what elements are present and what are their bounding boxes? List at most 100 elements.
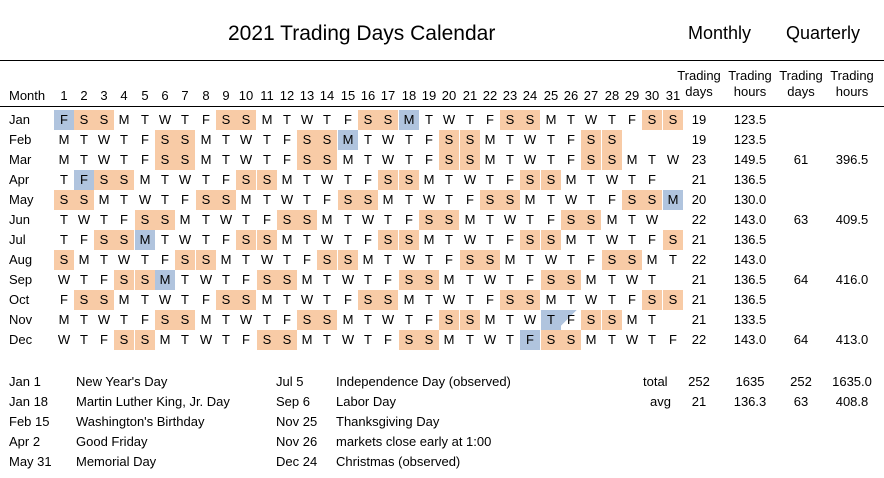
holiday-date: Nov 26 xyxy=(276,434,318,449)
weekend-cell: S xyxy=(602,130,622,150)
day-cell: T xyxy=(486,212,494,227)
weekend-cell: S xyxy=(155,150,175,170)
day-cell: M xyxy=(606,212,618,227)
day-cell: W xyxy=(300,292,314,307)
weekend-cell: S xyxy=(277,210,297,230)
weekend-cell: S xyxy=(642,110,662,130)
day-cell: T xyxy=(506,132,514,147)
day-cell: M xyxy=(362,252,374,267)
holiday-name: Memorial Day xyxy=(76,454,157,469)
day-cell: T xyxy=(486,172,494,187)
day-cell: F xyxy=(202,112,210,127)
monthly-trading-days: 23 xyxy=(691,152,707,167)
monthly-trading-days-header: Trading days xyxy=(677,68,721,99)
weekend-cell: S xyxy=(541,170,561,190)
total-quarterly-days: 252 xyxy=(790,374,812,389)
day-cell: F xyxy=(506,232,514,247)
day-cell: T xyxy=(181,292,189,307)
day-cell: T xyxy=(283,252,291,267)
quarterly-trading-hours xyxy=(826,230,878,250)
day-cell: F xyxy=(303,252,311,267)
weekend-cell: S xyxy=(419,270,439,290)
day-cell: T xyxy=(202,212,210,227)
day-cell: W xyxy=(77,212,91,227)
day-cell: F xyxy=(263,212,271,227)
weekend-cell: S xyxy=(317,250,337,270)
monthly-trading-days: 20 xyxy=(691,192,707,207)
monthly-section-title: Monthly xyxy=(688,23,752,43)
month-name: Dec xyxy=(9,332,33,347)
day-header-28: 28 xyxy=(604,88,620,103)
quarterly-trading-days xyxy=(776,170,826,190)
day-cell: T xyxy=(445,232,453,247)
day-cell: W xyxy=(605,172,619,187)
day-cell: T xyxy=(526,252,534,267)
monthly-trading-days: 21 xyxy=(691,172,707,187)
day-cell: T xyxy=(120,312,128,327)
weekend-cell: S xyxy=(439,310,459,330)
day-cell: F xyxy=(100,272,108,287)
day-cell: M xyxy=(484,132,496,147)
day-cell: F xyxy=(80,232,88,247)
quarterly-trading-days: 64 xyxy=(793,272,809,287)
quarterly-trading-hours: 413.0 xyxy=(835,332,869,347)
avg-quarterly-hours: 408.8 xyxy=(835,394,869,409)
monthly-trading-hours: 136.5 xyxy=(733,172,767,187)
holiday-cell: M xyxy=(338,130,358,150)
monthly-trading-hours: 123.5 xyxy=(733,132,767,147)
day-cell: F xyxy=(466,192,474,207)
day-cell: F xyxy=(648,172,656,187)
early-close-cell: F xyxy=(561,310,581,330)
day-cell: T xyxy=(648,152,656,167)
quarterly-trading-days xyxy=(776,290,826,310)
weekend-cell: S xyxy=(541,270,561,290)
weekend-cell: S xyxy=(175,250,195,270)
day-cell: T xyxy=(263,192,271,207)
day-cell: W xyxy=(402,252,416,267)
month-name: Jul xyxy=(9,232,26,247)
weekend-cell: S xyxy=(622,250,642,270)
weekend-cell: S xyxy=(155,310,175,330)
day-cell: T xyxy=(161,232,169,247)
weekend-cell: S xyxy=(74,290,94,310)
day-cell: T xyxy=(608,332,616,347)
day-header-11: 11 xyxy=(260,88,274,103)
holiday-date: Dec 24 xyxy=(276,454,318,469)
day-cell: T xyxy=(242,252,250,267)
day-cell: W xyxy=(381,152,395,167)
quarterly-trading-days xyxy=(776,130,826,150)
day-cell: T xyxy=(587,192,595,207)
month-column-header: Month xyxy=(9,88,46,103)
day-cell: M xyxy=(423,232,435,247)
day-cell: T xyxy=(80,152,88,167)
day-cell: F xyxy=(384,332,392,347)
day-cell: M xyxy=(646,252,658,267)
monthly-trading-days: 21 xyxy=(691,232,707,247)
weekend-cell: S xyxy=(561,330,581,350)
weekend-cell: S xyxy=(581,150,601,170)
weekend-cell: S xyxy=(317,150,337,170)
day-cell: T xyxy=(263,312,271,327)
monthly-trading-days: 21 xyxy=(691,292,707,307)
day-cell: T xyxy=(323,292,331,307)
day-cell: M xyxy=(159,332,171,347)
weekend-cell: S xyxy=(460,250,480,270)
weekend-cell: S xyxy=(419,210,439,230)
day-cell: W xyxy=(320,172,334,187)
day-header-29: 29 xyxy=(624,88,640,103)
holiday-name: Good Friday xyxy=(76,434,148,449)
day-cell: F xyxy=(486,112,494,127)
day-cell: F xyxy=(628,112,636,127)
day-cell: W xyxy=(605,232,619,247)
day-cell: M xyxy=(200,132,212,147)
day-cell: T xyxy=(202,232,210,247)
day-cell: W xyxy=(625,332,639,347)
day-cell: M xyxy=(321,212,333,227)
day-cell: F xyxy=(222,172,230,187)
day-cell: W xyxy=(442,112,456,127)
header-rule xyxy=(0,106,884,107)
month-name: Mar xyxy=(9,152,32,167)
day-header-31: 31 xyxy=(665,88,681,103)
day-cell: W xyxy=(239,312,253,327)
day-cell: T xyxy=(344,212,352,227)
